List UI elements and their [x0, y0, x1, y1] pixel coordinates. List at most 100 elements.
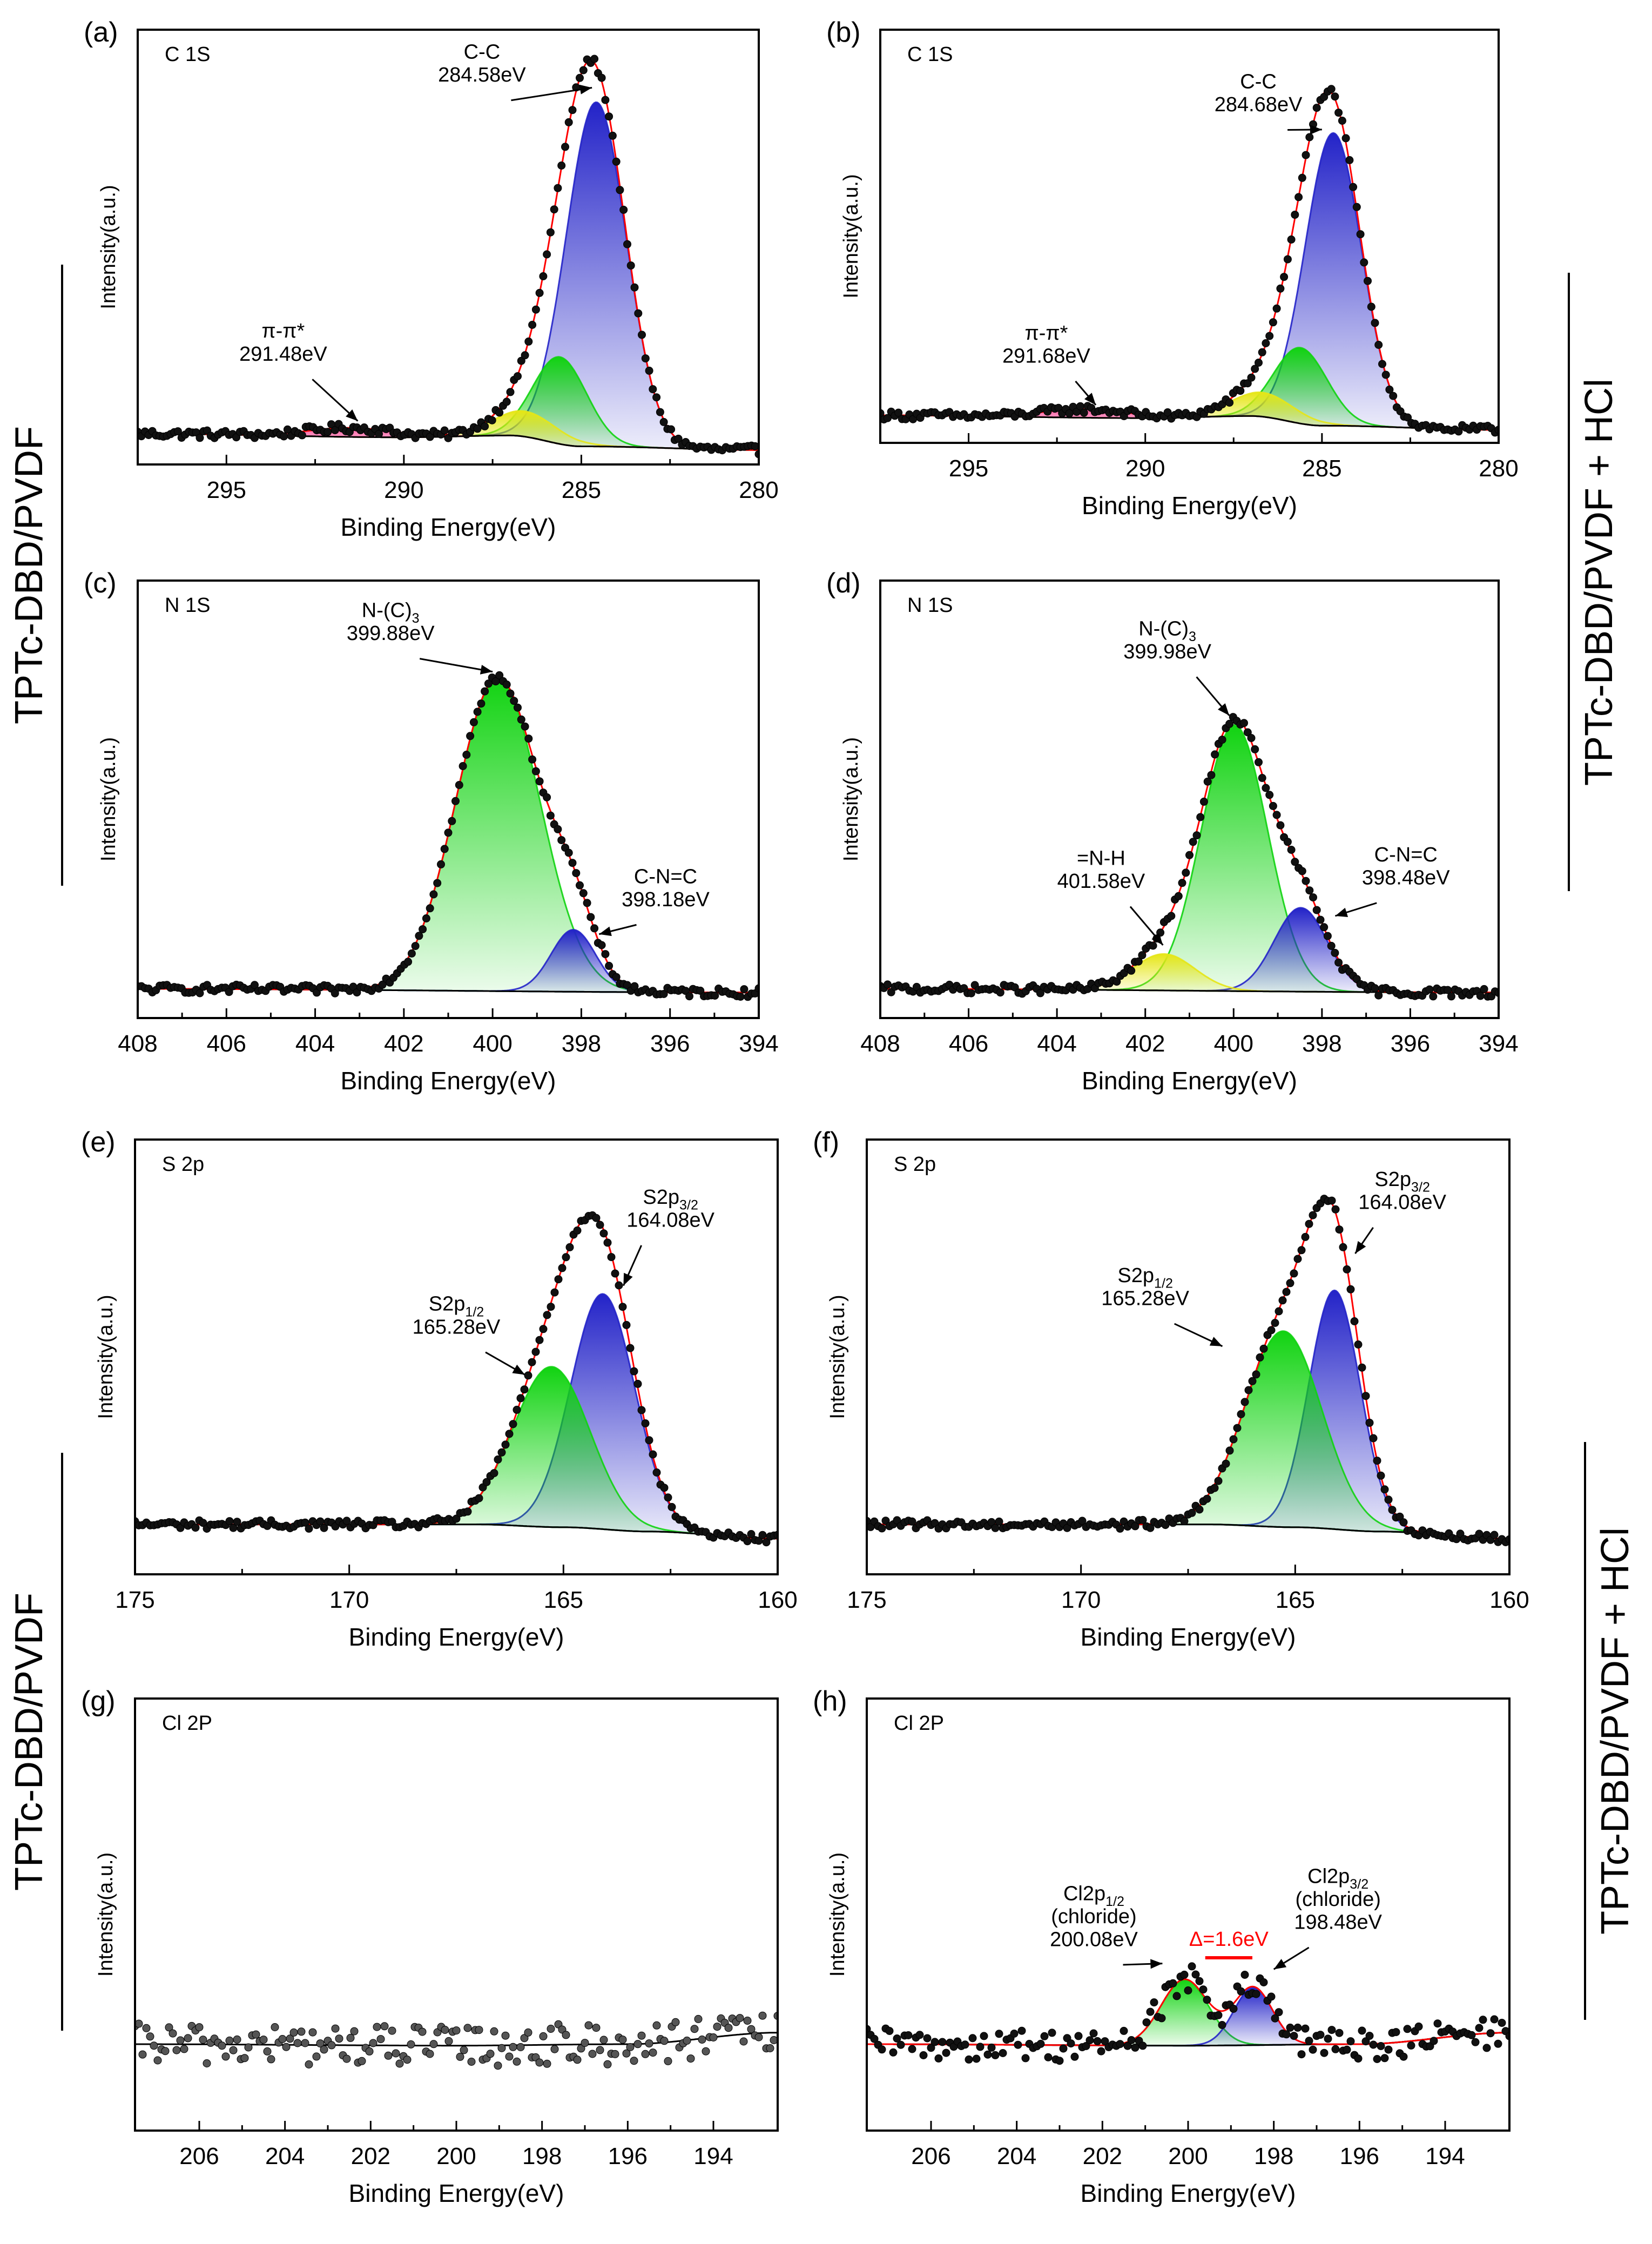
data-point	[195, 2023, 204, 2032]
data-point	[513, 1405, 521, 1414]
data-point	[561, 143, 569, 151]
annotation-0-label: S2p3/2​164.08eV	[1358, 1168, 1446, 1214]
data-point	[995, 2030, 1003, 2038]
data-point	[1287, 235, 1296, 244]
data-point	[407, 2040, 415, 2048]
annotation-1-label-line: 291.68eV	[1002, 345, 1090, 367]
x-tick-label: 295	[207, 477, 246, 503]
data-point	[1331, 948, 1339, 957]
data-point	[320, 2045, 328, 2054]
data-point	[1385, 385, 1394, 394]
x-tick-label: 200	[1168, 2143, 1208, 2169]
annotation-1-label-line: C-N=C	[634, 865, 697, 888]
data-point	[1327, 2026, 1336, 2034]
data-point	[1309, 2045, 1317, 2054]
data-point	[1364, 277, 1372, 285]
data-point	[1302, 151, 1310, 159]
data-point	[1120, 2026, 1128, 2035]
data-point	[1229, 1435, 1238, 1444]
data-point	[1429, 992, 1438, 1001]
x-tick-label: 394	[1479, 1030, 1518, 1057]
data-point	[596, 1221, 604, 1229]
data-point	[934, 2054, 943, 2063]
data-point	[1388, 1506, 1397, 1514]
data-point	[660, 1484, 669, 1492]
data-point	[649, 385, 657, 394]
data-point	[927, 2044, 935, 2052]
data-point	[690, 2025, 699, 2033]
data-point	[597, 73, 606, 82]
data-point	[535, 288, 544, 297]
data-point	[1131, 1522, 1139, 1531]
panel-d: 408 406 404 402 400 398 396 394 Binding Energy(e…	[826, 568, 1519, 1095]
annotation-arrow-head	[623, 1272, 633, 1286]
data-point	[488, 416, 496, 424]
data-point	[1063, 1524, 1071, 1532]
annotation-0-label-main: N-(C)	[1138, 617, 1189, 640]
data-point	[713, 2023, 722, 2031]
data-point	[1374, 991, 1383, 1000]
data-point	[1252, 1990, 1260, 1998]
annotation-0-label: N-(C)3​399.88eV	[347, 599, 435, 645]
data-point	[1425, 985, 1434, 994]
data-point	[1346, 2037, 1355, 2046]
data-point	[1334, 109, 1343, 117]
data-point	[475, 2026, 483, 2034]
data-point	[1301, 2024, 1310, 2033]
data-point	[758, 1531, 767, 1539]
data-point	[1174, 892, 1183, 900]
data-point	[419, 925, 427, 934]
data-point	[573, 2056, 582, 2064]
data-point	[694, 2014, 703, 2023]
data-point	[316, 2039, 325, 2048]
data-point	[358, 2057, 366, 2065]
data-point	[626, 2043, 635, 2051]
data-point	[225, 2036, 234, 2045]
envelope-line	[867, 1978, 1509, 2046]
data-point	[1138, 1515, 1147, 1524]
data-point	[297, 2027, 306, 2036]
y-axis-label: Intensity(a.u.)	[840, 174, 862, 298]
data-point	[350, 2027, 359, 2036]
data-point	[1262, 339, 1270, 347]
data-point	[521, 351, 529, 360]
data-point	[584, 2021, 593, 2030]
data-point	[543, 1311, 551, 1319]
data-point	[1327, 85, 1336, 93]
data-point	[1384, 2045, 1393, 2054]
data-point	[568, 106, 577, 114]
data-point	[550, 2045, 559, 2053]
data-point	[605, 961, 613, 970]
annotation-1-label-line: 398.48eV	[1362, 866, 1450, 889]
data-point	[384, 2051, 393, 2060]
x-axis-label: Binding Energy(eV)	[349, 2179, 564, 2207]
data-point	[1203, 1494, 1211, 1503]
x-tick-label: 198	[1254, 2143, 1293, 2169]
annotation-arrow-head	[480, 665, 493, 675]
data-point	[608, 131, 617, 140]
data-point	[1350, 1317, 1359, 1325]
data-point	[451, 797, 460, 805]
data-point	[1097, 2047, 1105, 2056]
data-point	[659, 417, 668, 426]
x-tick-label: 400	[1214, 1030, 1253, 1057]
data-point	[667, 1502, 676, 1511]
data-point	[583, 899, 591, 907]
data-point	[1272, 304, 1281, 313]
data-point	[535, 1336, 544, 1344]
data-point	[539, 272, 548, 280]
data-point	[539, 1325, 548, 1333]
data-point	[576, 881, 584, 889]
data-point	[1207, 771, 1216, 779]
x-tick-label: 396	[650, 1030, 690, 1057]
data-point	[342, 2054, 351, 2063]
data-point	[626, 261, 635, 270]
y-axis-label: Intensity(a.u.)	[95, 1295, 117, 1419]
data-point	[1369, 1434, 1378, 1443]
data-point	[770, 2036, 778, 2044]
data-point	[736, 2014, 744, 2023]
data-point	[1080, 408, 1088, 417]
data-point	[180, 2045, 188, 2053]
data-point	[686, 2054, 695, 2063]
